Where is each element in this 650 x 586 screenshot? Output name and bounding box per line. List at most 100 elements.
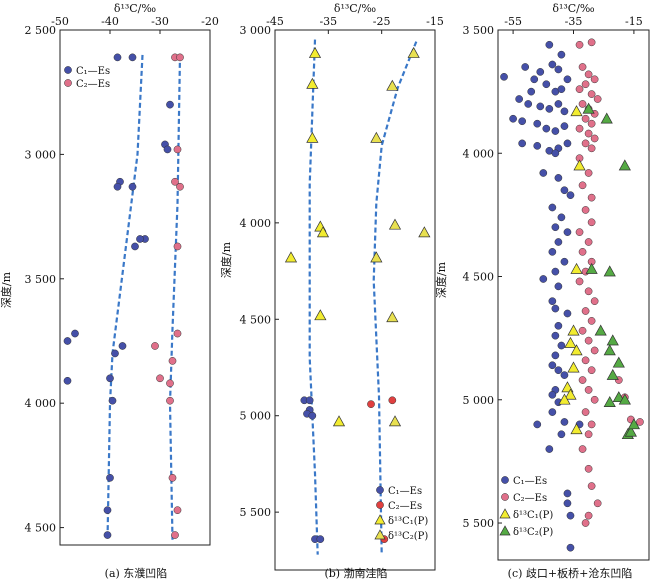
data-point-circle: [551, 331, 560, 340]
data-point-circle: [545, 445, 554, 453]
panel-0: -50 -40 -30 -20 2 500 3 000 3 500 4 000 4 500 δ¹³…: [0, 2, 219, 580]
data-point-circle: [581, 114, 590, 123]
data-point-triangle: [564, 388, 577, 400]
data-point-circle: [131, 242, 139, 251]
y-tick-label: 4 000: [240, 217, 272, 230]
data-point-circle: [539, 169, 548, 177]
data-point-circle: [587, 193, 596, 202]
panel-2: -55 -35 -15 3 500 4 000 4 500 5 000 5 500 δ¹³C/‰…: [434, 2, 650, 580]
data-point-circle: [587, 366, 596, 375]
data-point-circle: [584, 238, 593, 246]
data-point-circle: [551, 149, 560, 158]
data-point-circle: [575, 85, 584, 94]
x-tick-label: -25: [373, 15, 391, 28]
data-point-circle: [590, 75, 599, 84]
data-point-triangle: [612, 356, 625, 368]
legend-marker-circle: [64, 79, 72, 87]
data-point-triangle: [386, 311, 399, 323]
data-point-circle: [560, 257, 569, 266]
x-tick-label: -45: [266, 15, 284, 28]
data-point-circle: [578, 181, 587, 190]
data-point-circle: [542, 80, 551, 89]
data-point-triangle: [564, 336, 577, 348]
data-point-circle: [563, 489, 572, 498]
data-point-circle: [542, 124, 551, 133]
data-point-triangle: [314, 309, 327, 321]
data-point-circle: [557, 50, 566, 59]
data-point-circle: [548, 60, 557, 69]
data-point-triangle: [603, 265, 616, 277]
data-point-circle: [113, 182, 122, 191]
x-tick-label: -40: [101, 15, 119, 28]
data-point-circle: [103, 531, 112, 539]
data-point-triangle: [570, 105, 583, 117]
data-point-circle: [536, 68, 545, 76]
data-point-circle: [316, 535, 325, 543]
data-point-triangle: [308, 46, 322, 58]
legend-marker-circle: [64, 66, 72, 74]
data-point-triangle: [603, 344, 616, 356]
data-point-circle: [593, 499, 602, 508]
y-axis-label: 深度/m: [434, 261, 448, 298]
y-tick-label: 5 500: [463, 517, 495, 530]
data-point-circle: [554, 65, 563, 74]
data-point-circle: [530, 75, 539, 84]
y-tick-label: 3 500: [25, 273, 57, 286]
data-point-circle: [173, 506, 182, 515]
data-point-circle: [367, 400, 375, 408]
y-axis-label: 深度/m: [219, 241, 233, 278]
legend-marker-circle: [501, 476, 509, 484]
data-point-triangle: [603, 396, 616, 407]
data-point-triangle: [624, 425, 637, 437]
legend-marker-circle: [376, 501, 384, 509]
data-point-triangle: [606, 334, 619, 346]
data-point-circle: [587, 420, 596, 429]
data-point-circle: [548, 203, 557, 212]
data-point-circle: [533, 142, 542, 150]
data-point-circle: [563, 309, 572, 318]
data-point-circle: [557, 85, 566, 94]
data-point-circle: [593, 95, 602, 103]
y-tick-label: 3 500: [463, 24, 495, 37]
data-point-circle: [554, 366, 563, 375]
data-point-circle: [566, 511, 575, 520]
data-point-circle: [557, 341, 566, 350]
data-point-circle: [581, 408, 590, 416]
data-point-triangle: [388, 415, 402, 427]
data-point-circle: [515, 95, 523, 103]
data-point-circle: [554, 321, 563, 330]
data-point-triangle: [618, 159, 631, 171]
data-point-circle: [560, 371, 569, 379]
data-point-circle: [584, 511, 593, 520]
data-point-circle: [578, 63, 587, 71]
trend-line: [308, 39, 319, 555]
y-tick-label: 2 500: [25, 24, 57, 37]
data-point-circle: [166, 379, 174, 388]
data-point-circle: [636, 418, 644, 426]
data-point-circle: [106, 473, 114, 482]
legend-label: C₁—Es: [76, 66, 110, 77]
data-point-circle: [551, 304, 560, 313]
legend-label: C₂—Es: [388, 501, 422, 512]
data-point-triangle: [618, 393, 631, 405]
data-point-circle: [584, 386, 593, 394]
legend: C₁—Es C₂—Es δ¹³C₁(P) δ¹³C₂(P): [374, 486, 428, 542]
data-point-circle: [587, 317, 596, 325]
data-point-circle: [587, 218, 596, 227]
data-point-circle: [63, 376, 72, 385]
data-point-triangle: [306, 77, 319, 89]
data-point-circle: [545, 105, 554, 113]
data-point-circle: [560, 418, 569, 426]
data-point-circle: [584, 129, 593, 138]
data-point-triangle: [332, 415, 346, 427]
data-point-circle: [554, 282, 563, 291]
plot-frame: [59, 29, 211, 546]
data-point-circle: [587, 144, 596, 153]
data-point-triangle: [418, 226, 431, 238]
data-point-circle: [563, 499, 572, 508]
data-point-circle: [548, 248, 557, 256]
legend-label: δ¹³C₁(P): [513, 510, 553, 521]
data-point-circle: [566, 191, 575, 200]
data-point-circle: [581, 519, 590, 527]
data-point-circle: [509, 114, 517, 123]
